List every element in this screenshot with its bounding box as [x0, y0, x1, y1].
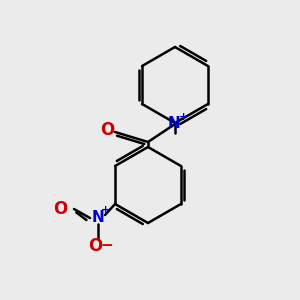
Text: O: O: [53, 200, 67, 218]
Text: N: N: [92, 209, 104, 224]
Text: +: +: [101, 205, 111, 215]
Text: O: O: [88, 237, 102, 255]
Text: −: −: [100, 238, 113, 253]
Text: N: N: [168, 116, 180, 130]
Text: +: +: [178, 112, 188, 122]
Text: O: O: [100, 121, 114, 139]
